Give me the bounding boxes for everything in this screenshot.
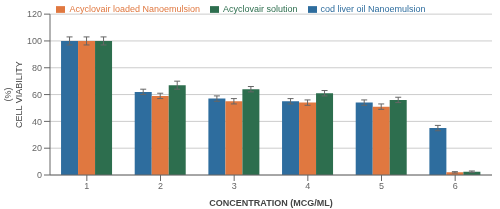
svg-text:120: 120	[27, 9, 42, 19]
svg-text:6: 6	[453, 181, 458, 191]
svg-text:60: 60	[32, 90, 42, 100]
svg-text:CONCENTRATION (MCG/ML): CONCENTRATION (MCG/ML)	[209, 198, 332, 208]
svg-text:80: 80	[32, 63, 42, 73]
html-text:Acyclovair solution: Acyclovair solution	[223, 4, 298, 14]
html-text:cod liver oil Nanoemulsion: cod liver oil Nanoemulsion	[320, 4, 426, 14]
svg-text:2: 2	[158, 181, 163, 191]
svg-text:1: 1	[84, 181, 89, 191]
svg-text:40: 40	[32, 117, 42, 127]
svg-text:4: 4	[305, 181, 310, 191]
svg-text:CELL VIABILITY: CELL VIABILITY	[14, 61, 24, 128]
svg-text:100: 100	[27, 36, 42, 46]
svg-text:5: 5	[379, 181, 384, 191]
svg-text:3: 3	[232, 181, 237, 191]
svg-text:(%): (%)	[8, 88, 13, 102]
svg-text:20: 20	[32, 143, 42, 153]
html-text:Acyclovair loaded Nanoemulsion: Acyclovair loaded Nanoemulsion	[69, 4, 200, 14]
svg-text:0: 0	[37, 170, 42, 180]
